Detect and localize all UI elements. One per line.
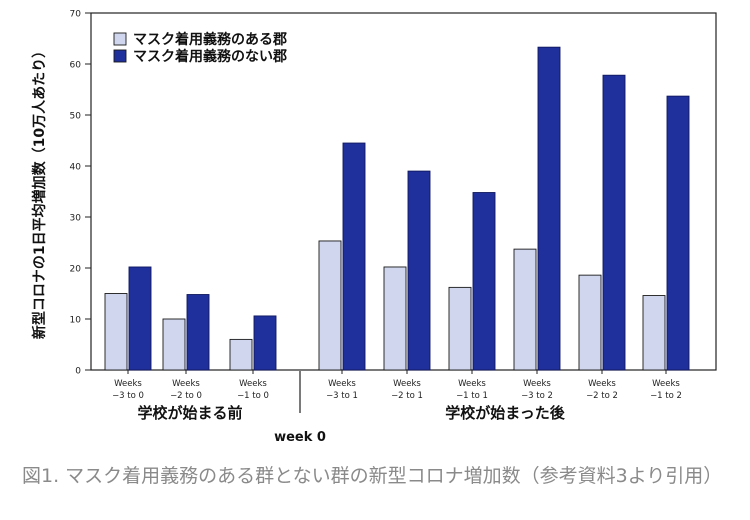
bar-no-mask-9	[666, 95, 690, 371]
x-tick-label-line2: −1 to 1	[456, 391, 488, 401]
y-tick-label: 0	[75, 367, 81, 377]
y-tick-label: 30	[70, 214, 82, 224]
x-tick-label-line2: −3 to 2	[521, 391, 553, 401]
x-tick-label-line1: Weeks	[172, 379, 200, 389]
legend-label-2: マスク着用義務のない郡	[133, 48, 287, 65]
x-tick-label-line1: Weeks	[458, 379, 486, 389]
x-tick-label-line2: −2 to 0	[170, 391, 202, 401]
bar-masked-2	[162, 318, 186, 371]
x-tick-label-line2: −2 to 2	[586, 391, 618, 401]
x-tick-label-line2: −3 to 0	[112, 391, 144, 401]
bar-masked-9	[642, 295, 666, 371]
x-tick-label-line1: Weeks	[652, 379, 680, 389]
figure-caption: 図1. マスク着用義務のある群とない群の新型コロナ増加数（参考資料3より引用）	[22, 465, 723, 487]
chart: 0 10 20 30 40 50 60 70 新型コロナの1日平均増加数（10万人あたり） Wee…	[31, 10, 717, 445]
bar-masked-3	[229, 338, 253, 371]
group-label-after: 学校が始まった後	[445, 404, 565, 422]
y-tick-label: 20	[70, 265, 82, 275]
bar-no-mask-4	[342, 142, 366, 371]
x-tick-label-line1: Weeks	[239, 379, 267, 389]
bar-masked-6	[448, 286, 472, 371]
bar-no-mask-6	[472, 192, 496, 371]
x-tick-label-line1: Weeks	[588, 379, 616, 389]
x-tick-label-line2: −1 to 2	[650, 391, 682, 401]
x-tick-label-line2: −1 to 0	[237, 391, 269, 401]
bar-masked-8	[578, 274, 602, 371]
legend-swatch-2	[113, 49, 127, 63]
bar-no-mask-3	[253, 315, 277, 371]
x-tick-label-line1: Weeks	[393, 379, 421, 389]
group-label-before: 学校が始まる前	[137, 404, 242, 422]
y-tick-label: 50	[70, 112, 82, 122]
bar-chart-svg: 0 10 20 30 40 50 60 70 新型コロナの1日平均増加数（10万人あたり） Wee…	[31, 10, 717, 445]
x-tick-label-line1: Weeks	[114, 379, 142, 389]
bar-no-mask-5	[407, 170, 431, 371]
y-tick-label: 10	[70, 316, 82, 326]
bar-no-mask-1	[128, 266, 152, 371]
legend-swatch-1	[113, 32, 127, 46]
y-tick-label: 60	[70, 61, 82, 71]
bar-masked-5	[383, 266, 407, 371]
x-tick-label-line1: Weeks	[328, 379, 356, 389]
bar-masked-4	[318, 240, 342, 371]
bar-no-mask-8	[602, 74, 626, 371]
x-tick-label-line1: Weeks	[523, 379, 551, 389]
bar-no-mask-7	[537, 46, 561, 371]
legend-label-1: マスク着用義務のある郡	[133, 31, 287, 48]
bar-masked-7	[513, 248, 537, 371]
week0-label: week 0	[274, 430, 326, 445]
y-tick-label: 70	[70, 10, 82, 20]
x-tick-label-line2: −2 to 1	[391, 391, 423, 401]
legend-background	[124, 25, 338, 95]
y-axis-title: 新型コロナの1日平均増加数（10万人あたり）	[31, 44, 48, 339]
bar-no-mask-2	[186, 294, 210, 371]
bar-masked-1	[104, 293, 128, 371]
x-tick-label-line2: −3 to 1	[326, 391, 358, 401]
y-tick-label: 40	[70, 163, 82, 173]
